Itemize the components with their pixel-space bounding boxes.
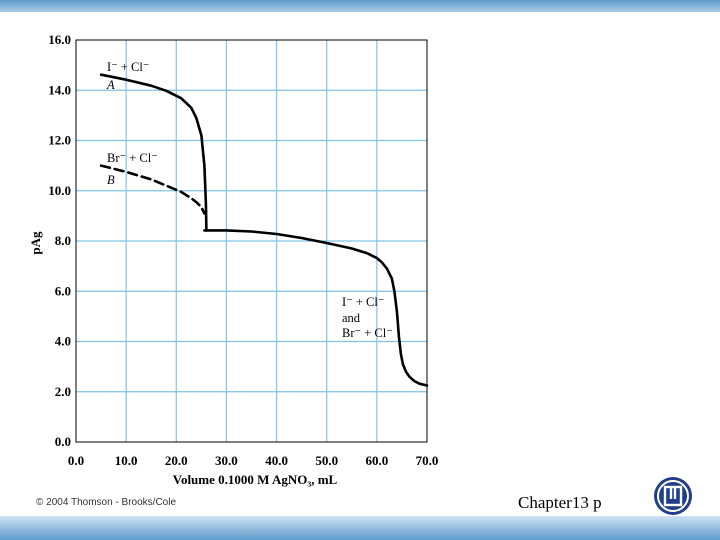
y-tick-label: 10.0 <box>48 183 71 198</box>
y-tick-label: 12.0 <box>48 133 71 148</box>
annotation-combined-line1: I⁻ + Cl⁻ <box>342 295 384 309</box>
plot-frame <box>75 39 428 443</box>
y-tick-label: 6.0 <box>55 283 71 298</box>
series-line-combined <box>203 229 429 387</box>
y-tick-label: 2.0 <box>55 384 71 399</box>
annotation-combined-line3: Br⁻ + Cl⁻ <box>342 326 393 340</box>
series-line-a <box>99 73 208 232</box>
bottom-decorative-band <box>0 516 720 540</box>
annotation-b-letter: B <box>107 173 115 187</box>
x-tick-label: 10.0 <box>115 453 138 468</box>
x-tick-label: 30.0 <box>215 453 238 468</box>
y-tick-label: 14.0 <box>48 82 71 97</box>
annotation-b-ions: Br⁻ + Cl⁻ <box>107 151 158 165</box>
slide-label: Chapter13 p <box>518 493 602 512</box>
x-tick-label: 60.0 <box>365 453 388 468</box>
top-decorative-band <box>0 0 720 12</box>
x-axis-label: Volume 0.1000 M AgNO₃, mL <box>173 472 338 487</box>
x-tick-label: 40.0 <box>265 453 288 468</box>
y-tick-label: 4.0 <box>55 334 71 349</box>
x-tick-label: 70.0 <box>416 453 439 468</box>
annotation-a-letter: A <box>106 78 115 92</box>
chart-grid <box>76 40 427 442</box>
axis-ticks: 0.0 10.0 20.0 30.0 40.0 50.0 60.0 70.0 0.0 2.0 4.0… <box>48 32 438 468</box>
annotation-a-ions: I⁻ + Cl⁻ <box>107 60 149 74</box>
copyright-credit: © 2004 Thomson - Brooks/Cole <box>36 497 177 508</box>
x-tick-label: 50.0 <box>315 453 338 468</box>
chart-series <box>99 73 429 387</box>
annotation-combined-line2: and <box>342 311 361 325</box>
y-tick-label: 8.0 <box>55 233 71 248</box>
y-tick-label: 16.0 <box>48 32 71 47</box>
university-logo-icon <box>654 477 692 515</box>
series-line-b <box>99 164 206 215</box>
x-tick-label: 0.0 <box>68 453 84 468</box>
y-axis-label: pAg <box>28 231 43 255</box>
y-tick-label: 0.0 <box>55 434 71 449</box>
x-tick-label: 20.0 <box>165 453 188 468</box>
